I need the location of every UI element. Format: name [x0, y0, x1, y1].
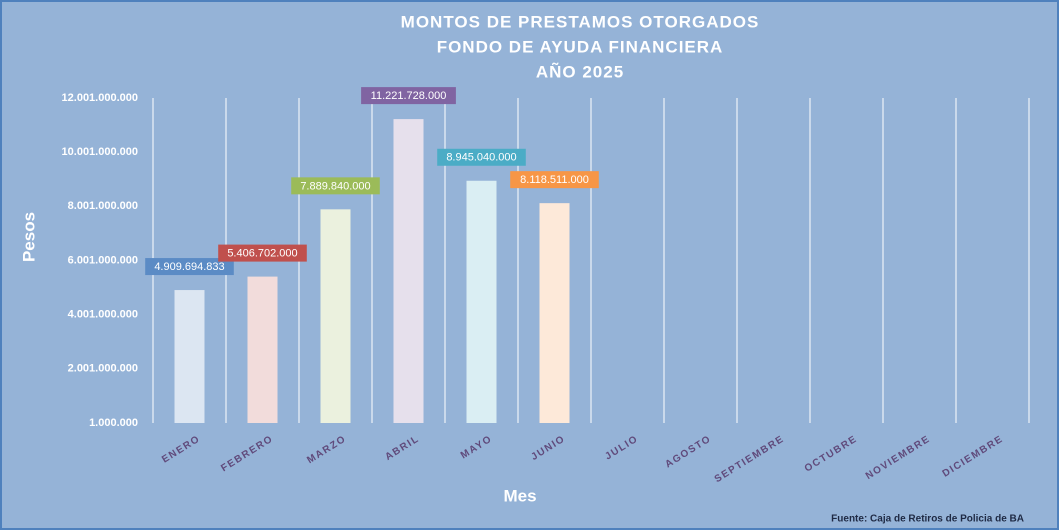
y-tick-label: 6.001.000.000 — [68, 254, 138, 266]
bar — [320, 209, 351, 423]
value-label-box — [145, 258, 234, 276]
bar — [393, 119, 424, 423]
y-tick-label: 4.001.000.000 — [68, 309, 138, 321]
title-line: FONDO DE AYUDA FINANCIERA — [437, 37, 724, 56]
title-line: AÑO 2025 — [536, 61, 624, 81]
bar — [247, 276, 278, 423]
value-label: 5.406.702.000 — [227, 248, 297, 260]
y-tick-label: 12.001.000.000 — [62, 92, 138, 104]
value-label-box — [218, 244, 307, 262]
y-tick-label: 8.001.000.000 — [68, 200, 138, 212]
value-label: 11.221.728.000 — [371, 90, 447, 102]
value-label: 7.889.840.000 — [300, 180, 370, 192]
y-tick-label: 10.001.000.000 — [62, 146, 138, 158]
x-axis-label: Mes — [503, 486, 536, 505]
bar — [539, 203, 570, 423]
bar — [466, 180, 497, 423]
value-label-box — [291, 177, 380, 195]
value-label-box — [361, 87, 456, 105]
y-axis-label: Pesos — [19, 212, 38, 262]
y-tick-label: 2.001.000.000 — [68, 363, 138, 375]
value-label-box — [510, 171, 599, 189]
value-label: 8.945.040.000 — [446, 152, 516, 164]
title-line: MONTOS DE PRESTAMOS OTORGADOS — [401, 12, 760, 31]
bar — [174, 290, 205, 423]
chart-title: MONTOS DE PRESTAMOS OTORGADOS FONDO DE AY… — [401, 12, 760, 81]
value-label-box — [437, 148, 526, 166]
y-tick-label: 1.000.000 — [89, 417, 138, 429]
value-label: 8.118.511.000 — [520, 174, 589, 186]
source-note: Fuente: Caja de Retiros de Policia de BA — [831, 514, 1024, 525]
value-label: 4.909.694.833 — [154, 261, 224, 273]
